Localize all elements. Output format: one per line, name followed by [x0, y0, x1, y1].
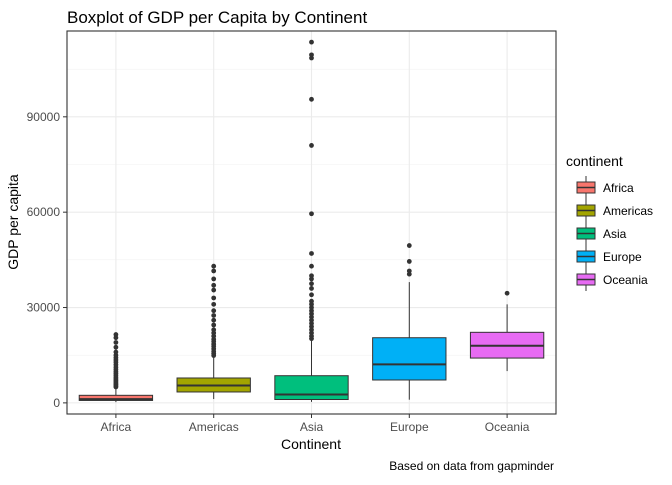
x-tick-label: Americas	[189, 420, 239, 434]
box-europe	[372, 243, 447, 400]
legend-item-americas: Americas	[576, 199, 653, 222]
outlier-point	[309, 292, 314, 298]
legend-label: Asia	[603, 227, 627, 241]
outlier-point	[113, 332, 119, 337]
outlier-point	[211, 263, 217, 269]
legend-label: Europe	[603, 250, 642, 264]
outlier-point	[309, 143, 314, 148]
outlier-point	[211, 276, 217, 282]
x-tick-label: Africa	[101, 420, 132, 434]
outlier-point	[309, 39, 314, 45]
boxes	[78, 39, 545, 403]
outlier-point	[211, 308, 217, 314]
outlier-point	[211, 322, 217, 328]
outlier-point	[309, 96, 314, 102]
outlier-point	[113, 344, 119, 350]
x-tick-label: Oceania	[485, 420, 530, 434]
outlier-point	[309, 251, 314, 256]
y-axis-label: GDP per capita	[5, 174, 21, 270]
x-tick-label: Europe	[390, 420, 429, 434]
outlier-point	[211, 301, 217, 307]
outlier-point	[309, 263, 314, 269]
legend-title: continent	[566, 153, 623, 169]
legend-label: Americas	[603, 204, 653, 218]
outlier-point	[309, 298, 314, 304]
box-americas	[176, 263, 251, 400]
legend-item-europe: Europe	[576, 245, 642, 268]
outlier-point	[211, 295, 217, 301]
box-africa	[78, 332, 154, 403]
outlier-point	[211, 282, 217, 288]
outlier-point	[406, 243, 412, 248]
outlier-point	[211, 313, 217, 318]
legend-item-africa: Africa	[576, 176, 634, 199]
x-tick-label: Asia	[300, 420, 324, 434]
outlier-point	[211, 317, 217, 323]
outlier-point	[309, 286, 314, 291]
legend-label: Africa	[603, 181, 634, 195]
x-axis-label: Continent	[281, 436, 341, 452]
plot-area	[66, 30, 557, 415]
outlier-point	[309, 281, 314, 287]
outlier-point	[309, 211, 314, 217]
legend-item-asia: Asia	[576, 222, 627, 245]
legend-items: Africa Americas Asia Europe Oceania	[576, 176, 653, 291]
box-asia	[274, 39, 349, 402]
outlier-point	[309, 52, 314, 58]
legend-label: Oceania	[603, 273, 648, 287]
y-tick-label: 0	[53, 396, 60, 410]
chart-caption: Based on data from gapminder	[389, 459, 554, 473]
legend-item-oceania: Oceania	[576, 268, 648, 291]
box-iqr	[372, 337, 447, 381]
y-tick-label: 60000	[27, 205, 61, 219]
box-oceania	[469, 290, 545, 372]
outlier-point	[406, 259, 412, 264]
axes: 0 30000 60000 90000 Africa Americas Asia Europe…	[27, 110, 530, 434]
outlier-point	[113, 349, 119, 355]
box-iqr	[274, 375, 349, 401]
outlier-point	[211, 268, 217, 274]
outlier-point	[113, 340, 119, 345]
outlier-point	[406, 268, 412, 274]
legend: continent Africa Americas Asia Europe Oceani…	[566, 153, 653, 291]
y-tick-label: 90000	[27, 110, 61, 124]
outlier-point	[211, 327, 217, 333]
chart-title: Boxplot of GDP per Capita by Continent	[67, 8, 367, 27]
y-tick-label: 30000	[27, 301, 61, 315]
outlier-point	[211, 287, 217, 293]
outlier-point	[504, 290, 510, 296]
outlier-point	[309, 273, 314, 279]
box-iqr	[78, 394, 154, 401]
